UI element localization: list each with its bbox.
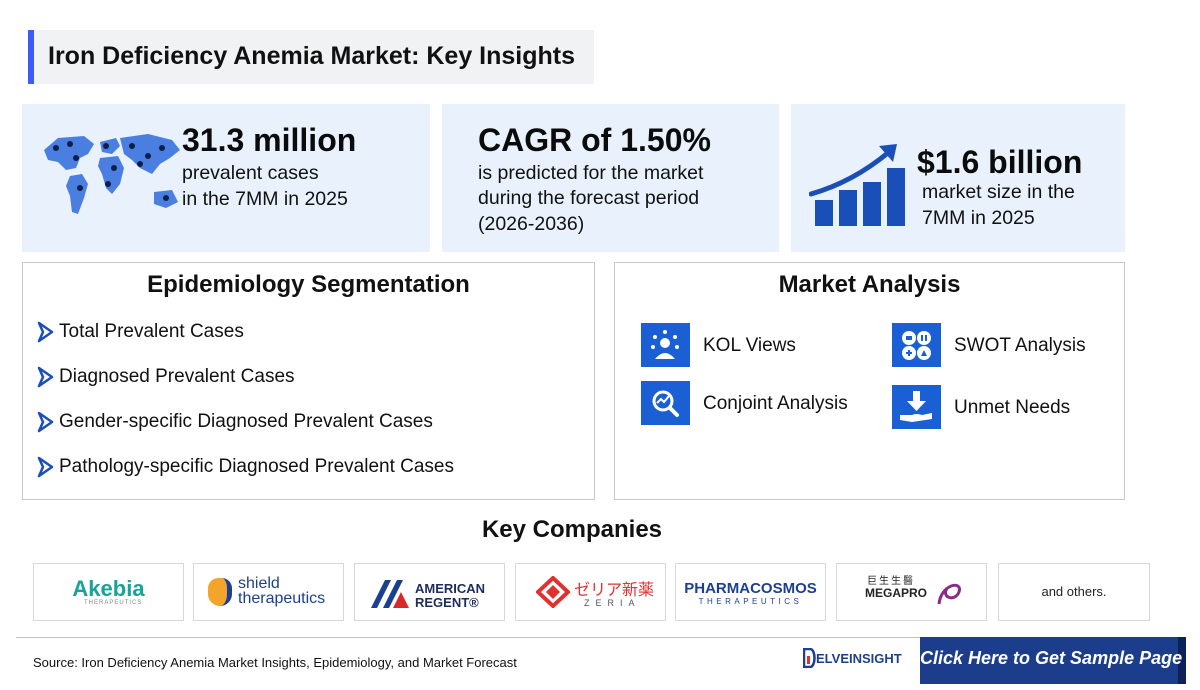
unmet-needs-icon [892, 385, 941, 429]
logo-akebia-name: Akebia [72, 576, 145, 601]
market-size-desc-2: 7MM in 2025 [922, 207, 1035, 229]
footer-divider [16, 637, 1184, 638]
stat-card-prevalence: 31.3 million prevalent cases in the 7MM … [22, 104, 430, 252]
logo-zeria: ゼリア新薬 ZERIA [515, 563, 666, 621]
logo-american-regent: AMERICAN REGENT® [354, 563, 505, 621]
epi-item-label: Gender-specific Diagnosed Prevalent Case… [59, 411, 433, 432]
delveinsight-wordmark: ELVEINSIGHT [816, 651, 902, 666]
key-companies-heading: Key Companies [481, 516, 663, 543]
cagr-desc-2: during the forecast period [478, 187, 700, 209]
swot-icon [892, 323, 941, 367]
cagr-desc-3: (2026-2036) [478, 213, 585, 235]
analysis-icon [641, 381, 690, 425]
logo-pharmacosmos-name: PHARMACOSMOS [684, 580, 817, 597]
chevron-right-icon [37, 411, 54, 433]
stat-card-cagr: CAGR of 1.50% is predicted for the marke… [442, 104, 779, 252]
market-analysis-heading: Market Analysis [778, 271, 961, 298]
get-sample-page-button[interactable]: Click Here to Get Sample Page [920, 637, 1186, 684]
ma-item-label: Unmet Needs [954, 397, 1071, 418]
ma-item-label: SWOT Analysis [954, 335, 1086, 356]
logo-megapro: 巨生生醫 MEGAPRO [836, 563, 987, 621]
epidemiology-heading: Epidemiology Segmentation [147, 271, 470, 298]
page-title: Iron Deficiency Anemia Market: Key Insig… [48, 42, 576, 70]
ma-item-label: KOL Views [703, 335, 796, 356]
american-regent-mark-icon [371, 580, 409, 608]
logo-pharmacosmos-sub: THERAPEUTICS [698, 597, 803, 606]
logo-american-regent-name: AMERICAN [415, 581, 486, 596]
logo-megapro-sub: 巨生生醫 [867, 576, 915, 587]
logo-zeria-name: ゼリア新薬 [574, 582, 655, 599]
others-label: and others. [1041, 584, 1107, 599]
stat-card-market-size: $1.6 billion market size in the 7MM in 2… [791, 104, 1125, 252]
title-box: Iron Deficiency Anemia Market: Key Insig… [28, 30, 594, 84]
megapro-swirl-icon [937, 583, 961, 605]
expert-icon [641, 323, 690, 367]
prevalence-desc-1: prevalent cases [182, 162, 319, 184]
shield-icon [208, 578, 232, 606]
growth-chart-icon [809, 144, 905, 226]
world-map-icon [44, 134, 180, 214]
zeria-mark-icon [536, 576, 570, 608]
source-text: Source: Iron Deficiency Anemia Market In… [33, 655, 517, 670]
chevron-right-icon [37, 321, 54, 343]
cagr-desc-1: is predicted for the market [478, 162, 704, 184]
logo-zeria-sub: ZERIA [584, 598, 641, 608]
ma-item-label: Conjoint Analysis [703, 393, 848, 414]
delveinsight-d-icon [803, 648, 816, 668]
market-size-value: $1.6 billion [917, 144, 1083, 180]
logo-shield-name: shield [238, 575, 280, 592]
logo-american-regent-sub: REGENT® [415, 595, 479, 610]
epidemiology-panel: Epidemiology Segmentation Total Prevalen… [22, 262, 595, 500]
prevalence-desc-2: in the 7MM in 2025 [182, 188, 348, 210]
logo-akebia-sub: THERAPEUTICS [84, 600, 143, 606]
logo-shield-sub: therapeutics [238, 590, 326, 607]
cagr-value: CAGR of 1.50% [478, 122, 711, 158]
prevalence-value: 31.3 million [182, 122, 357, 158]
logo-others: and others. [998, 563, 1150, 621]
epi-item-label: Diagnosed Prevalent Cases [59, 366, 295, 387]
logo-pharmacosmos: PHARMACOSMOS THERAPEUTICS [675, 563, 826, 621]
epi-item-label: Pathology-specific Diagnosed Prevalent C… [59, 456, 454, 477]
logo-akebia: Akebia THERAPEUTICS [33, 563, 184, 621]
epi-item-label: Total Prevalent Cases [59, 321, 244, 342]
chevron-right-icon [37, 456, 54, 478]
logo-megapro-name: MEGAPRO [865, 586, 928, 600]
chevron-right-icon [37, 366, 54, 388]
logo-shield: shield therapeutics [193, 563, 344, 621]
market-analysis-panel: Market Analysis KOL Views SWOT Analysis [614, 262, 1125, 500]
market-size-desc-1: market size in the [922, 181, 1075, 203]
